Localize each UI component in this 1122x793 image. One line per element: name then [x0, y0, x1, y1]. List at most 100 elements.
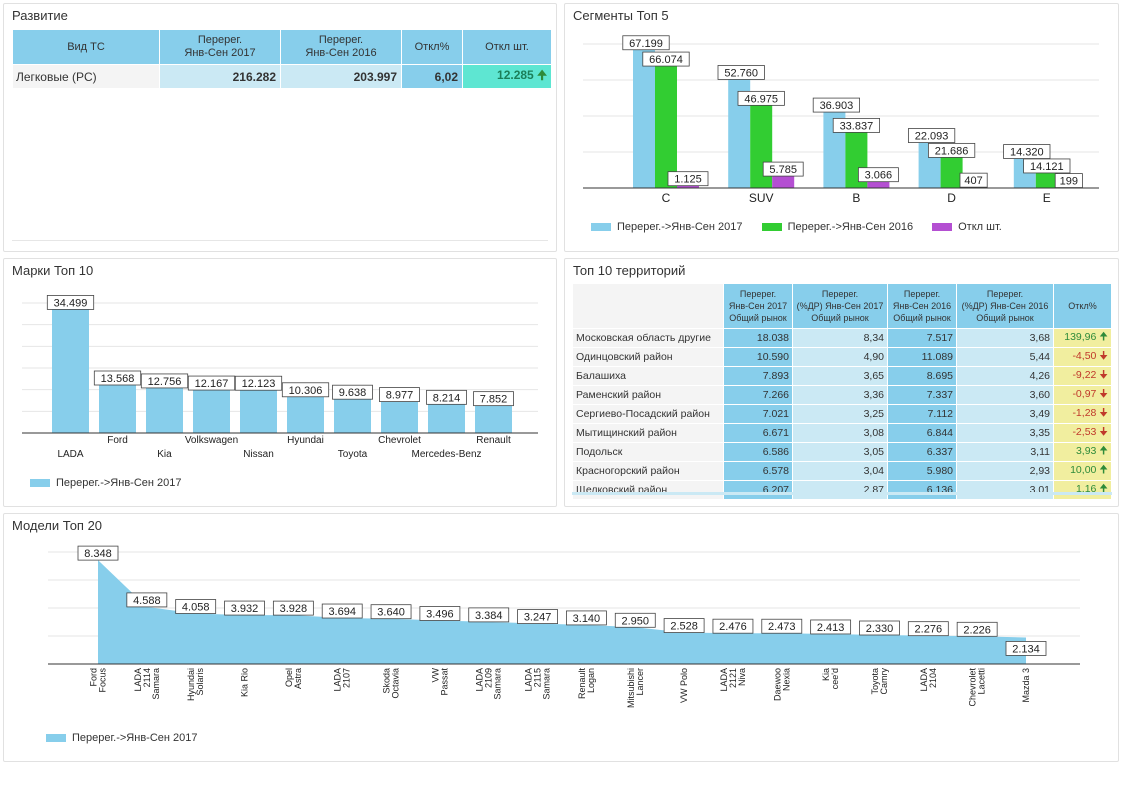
- x-tick-label-line: Mazda 3: [1021, 668, 1031, 703]
- bar[interactable]: [475, 404, 512, 433]
- cell-v2017: 7.893: [723, 366, 793, 386]
- table-row[interactable]: Легковые (PC) 216.282 203.997 6,02 12.28…: [12, 64, 552, 89]
- table-row[interactable]: Сергиево-Посадский район 7.021 3,25 7.112 3,…: [572, 404, 1112, 424]
- scrollbar-track[interactable]: [572, 492, 1112, 495]
- data-label: 407: [964, 175, 982, 187]
- x-tick-label-line: cee'd: [830, 668, 840, 689]
- x-tick-label-line: Samara: [542, 668, 552, 700]
- table-row[interactable]: Раменский район 7.266 3,36 7.337 3,60 -0,97 🠋: [572, 385, 1112, 405]
- cell-p2017: 3,25: [792, 404, 888, 424]
- legend: Перерег.->Янв-Сен 2017: [30, 477, 182, 489]
- cell-p2016: 2,93: [956, 461, 1054, 481]
- cell-v2017: 6.578: [723, 461, 793, 481]
- brands-panel: Марки Топ 10 34.499 LADA 13.568 Ford 12.756 K…: [3, 258, 557, 507]
- up-arrow-icon: 🠉: [1096, 331, 1108, 343]
- bar[interactable]: [867, 181, 890, 188]
- data-label-box: [46, 295, 95, 310]
- x-tick-label: Kia: [157, 449, 172, 460]
- bar[interactable]: [193, 389, 230, 433]
- cell-p2017: 2,87: [792, 480, 888, 500]
- data-label: 2.413: [817, 622, 845, 634]
- data-label: 2.473: [768, 621, 796, 633]
- cell-deviation: -1,28 🠋: [1053, 404, 1112, 424]
- x-tick-label: Hyundai: [287, 435, 324, 446]
- x-tick-label-line: VW Polo: [679, 668, 689, 703]
- deviation-value: 139,96: [1064, 331, 1097, 343]
- deviation-value: -2,53: [1072, 426, 1097, 438]
- x-tick-label: Toyota: [338, 449, 368, 460]
- bar[interactable]: [381, 400, 418, 433]
- x-tick-label: Kiacee'd: [821, 668, 840, 689]
- data-label: 2.528: [670, 621, 698, 633]
- bar[interactable]: [99, 384, 136, 433]
- cell-deviation: 3,93 🠉: [1053, 442, 1112, 462]
- bar[interactable]: [52, 308, 89, 433]
- x-tick-label-line: 2104: [928, 668, 938, 688]
- col-header: Перерег. Янв-Сен 2016 Общий рынок: [887, 283, 957, 329]
- table-row[interactable]: Мытищинский район 6.671 3,08 6.844 3,35 -2,53…: [572, 423, 1112, 443]
- data-label: 2.330: [866, 623, 894, 635]
- data-label: 14.121: [1030, 161, 1064, 173]
- territories-panel: Топ 10 территорий Перерег. Янв-Сен 2017 …: [564, 258, 1119, 507]
- bar[interactable]: [728, 79, 751, 188]
- data-label-box: [927, 142, 976, 158]
- x-tick-label-line: Opel: [284, 668, 294, 687]
- table-row[interactable]: Одинцовский район 10.590 4,90 11.089 5,44 -4,…: [572, 347, 1112, 367]
- scrollbar-track[interactable]: [12, 240, 548, 241]
- cell-deviation: -2,53 🠋: [1053, 423, 1112, 443]
- bar[interactable]: [633, 49, 655, 188]
- bar[interactable]: [677, 185, 699, 188]
- cell-v2016: 11.089: [887, 347, 957, 367]
- legend-item[interactable]: Перерег.->Янв-Сен 2017: [30, 477, 182, 489]
- x-tick-label: Nissan: [243, 449, 274, 460]
- down-arrow-icon: 🠋: [1096, 388, 1108, 400]
- table-row[interactable]: Щелковский район 6.207 2,87 6.136 3,01 1,16 🠉: [572, 480, 1112, 500]
- development-table: Вид ТС Перерег. Янв-Сен 2017 Перерег. Ян…: [12, 29, 552, 89]
- data-label: 33.837: [840, 120, 874, 132]
- data-label-box: [419, 606, 461, 621]
- legend-item[interactable]: Перерег.->Янв-Сен 2017: [46, 732, 198, 744]
- data-label: 8.348: [84, 548, 112, 560]
- models-panel: Модели Топ 20 8.348 FordFocus 4.588 LADA211…: [3, 513, 1119, 762]
- brands-chart: 34.499 LADA 13.568 Ford 12.756 Kia 12.167 Volks…: [22, 295, 538, 460]
- data-label-box: [762, 161, 804, 177]
- row-label: Подольск: [572, 442, 724, 462]
- data-label: 8.214: [433, 392, 461, 404]
- x-tick-label: Ford: [107, 435, 128, 446]
- area-series[interactable]: [98, 560, 1026, 664]
- deviation-value: -1,28: [1072, 407, 1097, 419]
- legend-swatch: [591, 223, 611, 232]
- legend-item[interactable]: Откл шт.: [932, 221, 1002, 233]
- data-label-box: [667, 171, 709, 187]
- table-row[interactable]: Балашиха 7.893 3,65 8.695 4,26 -9,22 🠋: [572, 366, 1112, 386]
- cell-v2017: 18.038: [723, 328, 793, 348]
- legend-swatch: [46, 734, 66, 743]
- bar[interactable]: [287, 395, 324, 433]
- col-header: Вид ТС: [12, 29, 160, 65]
- bar[interactable]: [655, 52, 677, 189]
- bar[interactable]: [146, 386, 183, 433]
- bar[interactable]: [428, 403, 465, 433]
- bar[interactable]: [772, 176, 795, 188]
- cell-v2016: 7.337: [887, 385, 957, 405]
- cell-v2016: 8.695: [887, 366, 957, 386]
- table-row[interactable]: Красногорский район 6.578 3,04 5.980 2,93 10,…: [572, 461, 1112, 481]
- col-header: Откл%: [1053, 283, 1112, 329]
- row-label: Легковые (PC): [12, 64, 160, 89]
- x-tick-label-line: Renault: [577, 668, 587, 700]
- panel-title: Сегменты Топ 5: [573, 8, 669, 23]
- bar[interactable]: [240, 389, 277, 433]
- legend-item[interactable]: Перерег.->Янв-Сен 2017: [591, 221, 743, 233]
- table-row[interactable]: Московская область другие 18.038 8,34 7.517…: [572, 328, 1112, 348]
- bar[interactable]: [334, 398, 371, 433]
- legend-item[interactable]: Перерег.->Янв-Сен 2016: [761, 221, 913, 233]
- cell-v2016: 7.112: [887, 404, 957, 424]
- x-tick-label: DaewooNexia: [772, 668, 791, 701]
- table-row[interactable]: Подольск 6.586 3,05 6.337 3,11 3,93 🠉: [572, 442, 1112, 462]
- x-tick-label: Mazda 3: [1021, 668, 1031, 703]
- data-label: 4.588: [133, 595, 161, 607]
- cell-deviation: 1,16 🠉: [1053, 480, 1112, 500]
- data-label: 22.093: [915, 131, 949, 143]
- data-label-box: [717, 65, 765, 80]
